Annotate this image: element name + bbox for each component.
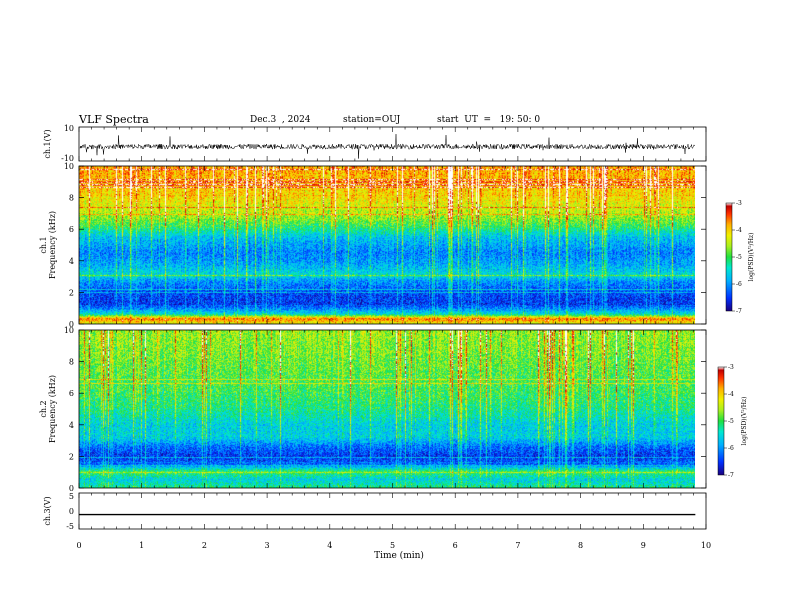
start-time-label: start UT = 19: 50: 0 [437, 115, 541, 125]
colorbar-tick-label: -6 [728, 445, 734, 452]
ch1-freq-label-channel: ch.1 [39, 236, 48, 253]
ch2-spectrogram-ytick-label: 6 [69, 389, 74, 398]
ch1-spectrogram-image [79, 166, 706, 324]
time-tick-label: 5 [390, 541, 395, 550]
ch1-spectrogram-raster [79, 166, 695, 324]
colorbar-tick-label: -3 [728, 364, 734, 371]
ch3-ytick-top: 5 [69, 492, 74, 501]
ch3-ylabel: ch.3(V) [43, 496, 52, 525]
ch1-spectrogram-ytick-label: 10 [64, 162, 74, 171]
ch2-colorbar [717, 366, 725, 476]
time-tick-label: 1 [139, 541, 144, 550]
time-tick-label: 6 [453, 541, 458, 550]
time-tick-label: 4 [327, 541, 332, 550]
ch1-spectrogram-ytick-label: 8 [69, 194, 74, 203]
ch2-spectrogram-ytick-label: 10 [64, 326, 74, 335]
time-tick-label: 7 [515, 541, 520, 550]
time-tick-label: 0 [76, 541, 81, 550]
colorbar-tick-label: -4 [736, 227, 742, 234]
ch2-spectrogram-ytick-label: 8 [69, 358, 74, 367]
station-label: station=OUJ [343, 115, 401, 125]
ch1-waveform-trace-group [79, 134, 696, 159]
ch2-spectrogram-image [79, 330, 706, 488]
ch2-freq-label: Frequency (kHz) [48, 375, 57, 443]
time-tick-label: 3 [265, 541, 270, 550]
time-tick-label: 2 [202, 541, 207, 550]
ch2-colorbar-ticks: -3 -4 -5 -6 -7 [724, 364, 734, 479]
ch3-waveform-frame [78, 492, 707, 530]
colorbar-tick-label: -3 [736, 200, 742, 207]
ch1-waveform-panel: 10 -10 ch.1(V) [43, 124, 707, 163]
ch1-freq-label: Frequency (kHz) [48, 211, 57, 279]
x-axis-label: Time (min) [374, 550, 424, 561]
ch1-ytick-bottom: -10 [61, 154, 74, 163]
ch1-spectrogram-ytick-label: 4 [69, 257, 74, 266]
ch2-spectrogram-ytick-label: 4 [69, 421, 74, 430]
ch1-colorbar-ticks: -3 -4 -5 -6 -7 [732, 200, 742, 315]
time-tick-labels: 0 1 2 3 4 5 6 7 8 9 10 [76, 541, 711, 550]
ch2-colorbar-label: log(PSD)(V²/Hz) [741, 397, 748, 446]
ch1-ylabel: ch.1(V) [43, 129, 52, 158]
ch2-yticks: 0 2 4 6 8 10 [64, 326, 706, 493]
time-tick-label: 10 [701, 541, 711, 550]
date-label: Dec.3 , 2024 [250, 115, 311, 125]
ch2-freq-label-channel: ch.2 [39, 400, 48, 417]
ch1-spectrogram-ytick-label: 0 [69, 320, 74, 329]
ch1-spectrogram-ytick-label: 2 [69, 288, 74, 297]
ch2-spectrogram-ytick-label: 2 [69, 452, 74, 461]
time-ticks [78, 127, 707, 529]
colorbar-tick-label: -5 [728, 418, 734, 425]
ch1-colorbar [725, 202, 733, 312]
colorbar-tick-label: -5 [736, 254, 742, 261]
ch2-spectrogram-ytick-label: 0 [69, 484, 74, 493]
colorbar-tick-label: -7 [728, 472, 734, 479]
colorbar-tick-label: -7 [736, 308, 742, 315]
ch1-yticks: 0 2 4 6 8 10 [64, 162, 706, 329]
ch1-colorbar-label: log(PSD)(V²/Hz) [748, 233, 755, 282]
colorbar-tick-label: -4 [728, 391, 734, 398]
time-tick-label: 8 [578, 541, 583, 550]
ch3-ytick-mid: 0 [69, 507, 74, 516]
ch3-waveform-panel: 5 0 -5 ch.3(V) [43, 492, 707, 531]
figure-title: VLF Spectra [79, 113, 149, 126]
ch1-ytick-top: 10 [64, 124, 74, 133]
time-tick-label: 9 [641, 541, 646, 550]
ch1-waveform-trace [79, 134, 696, 159]
ch3-ytick-bottom: -5 [66, 522, 74, 531]
ch1-spectrogram-ytick-label: 6 [69, 225, 74, 234]
ch2-spectrogram-raster [79, 330, 695, 488]
ch1-waveform-frame [78, 126, 707, 162]
colorbar-tick-label: -6 [736, 281, 742, 288]
